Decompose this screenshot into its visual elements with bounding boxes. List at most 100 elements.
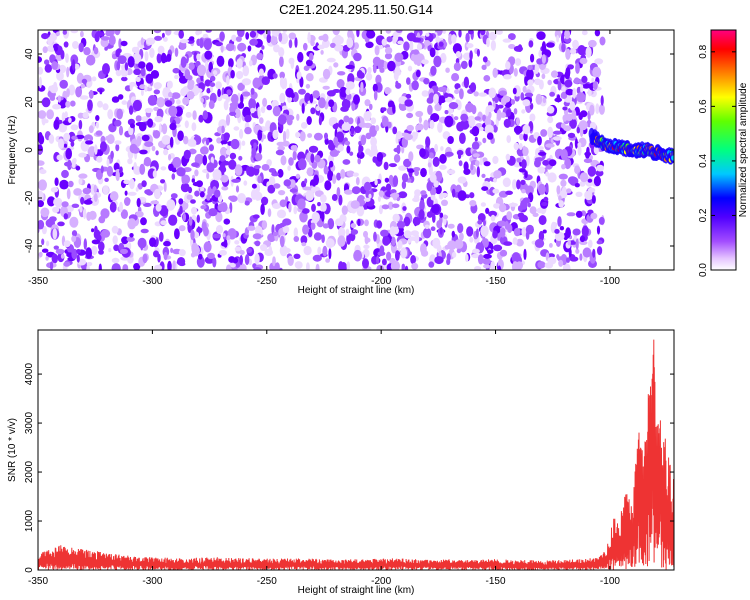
heatmap-cell: [140, 239, 144, 251]
heatmap-cell: [440, 192, 449, 198]
heatmap-cell: [327, 169, 334, 181]
heatmap-cell: [545, 171, 550, 177]
heatmap-cell: [410, 230, 419, 237]
heatmap-cell: [492, 155, 499, 165]
heatmap-cell: [472, 248, 480, 254]
heatmap-cell: [166, 199, 176, 211]
heatmap-cell: [85, 140, 94, 145]
heatmap-cell: [228, 195, 234, 201]
heatmap-cell: [325, 238, 335, 249]
heatmap-cell: [244, 114, 252, 123]
heatmap-cell: [151, 145, 156, 152]
heatmap-cell: [189, 36, 195, 41]
heatmap-cell: [423, 77, 430, 85]
heatmap-cell: [215, 211, 223, 223]
heatmap-cell: [401, 173, 409, 183]
heatmap-cell: [344, 189, 353, 195]
heatmap-cell: [154, 115, 163, 123]
heatmap-cell: [205, 30, 212, 33]
heatmap-cell: [75, 165, 81, 171]
heatmap-cell: [61, 169, 69, 179]
heatmap-cell: [185, 111, 192, 118]
heatmap-cell: [75, 86, 82, 98]
heatmap-cell: [385, 30, 392, 34]
heatmap-cell: [338, 36, 344, 44]
heatmap-cell: [198, 253, 203, 260]
heatmap-cell: [585, 248, 590, 257]
heatmap-cell: [429, 173, 437, 183]
heatmap-cell: [537, 261, 546, 269]
heatmap-cell: [458, 160, 463, 167]
heatmap-cell: [152, 170, 157, 178]
heatmap-cell: [285, 128, 290, 140]
heatmap-cell: [314, 155, 321, 163]
heatmap-cell: [563, 125, 572, 132]
heatmap-cell: [339, 86, 348, 98]
snr-x-tick-label: -100: [600, 576, 620, 587]
heatmap-cell: [191, 206, 197, 215]
heatmap-cell: [505, 61, 511, 70]
heatmap-cell: [508, 44, 516, 49]
heatmap-cell: [581, 75, 588, 83]
heatmap-cell: [237, 82, 245, 92]
heatmap-cell: [231, 178, 241, 183]
heatmap-cell: [427, 162, 432, 168]
heatmap-cell: [306, 167, 314, 177]
heatmap-cell: [278, 190, 286, 196]
heatmap-cell: [212, 169, 222, 181]
heatmap-cell: [133, 162, 137, 172]
heatmap-cell: [128, 126, 134, 136]
heatmap-cell: [431, 204, 440, 214]
heatmap-cell: [364, 111, 372, 118]
heatmap-cell: [196, 64, 207, 76]
heatmap-cell: [153, 188, 161, 200]
colorbar-gradient: [710, 29, 737, 271]
heatmap-cell: [66, 88, 70, 98]
heatmap-cell: [592, 66, 602, 78]
heatmap-cell: [297, 51, 304, 63]
heatmap-cell: [279, 199, 287, 208]
heatmap-cell: [295, 131, 301, 138]
heatmap-cell: [581, 83, 591, 89]
heatmap-cell: [55, 248, 65, 255]
heatmap-cell: [529, 113, 536, 122]
heatmap-cell: [251, 147, 257, 159]
heatmap-cell: [210, 75, 216, 82]
heatmap-cell: [528, 40, 534, 48]
heatmap-cell: [83, 47, 91, 56]
heatmap-cell: [391, 203, 400, 209]
heatmap-cell: [503, 118, 511, 128]
heatmap-cell: [182, 97, 190, 105]
heatmap-cell: [499, 249, 508, 257]
heatmap-cell: [160, 220, 167, 226]
heatmap-cell: [435, 170, 443, 182]
heatmap-cell: [508, 33, 516, 41]
heatmap-cell: [293, 253, 301, 259]
heatmap-cell: [474, 266, 482, 270]
heatmap-cell: [53, 245, 59, 250]
heatmap-cell: [347, 30, 354, 40]
heatmap-cell: [452, 43, 462, 55]
heatmap-cell: [63, 240, 71, 248]
heatmap-cell: [287, 165, 291, 171]
heatmap-cell: [231, 93, 239, 105]
heatmap-cell: [406, 124, 414, 132]
heatmap-cell: [403, 41, 410, 51]
heatmap-cell: [447, 240, 457, 251]
heatmap-cell: [232, 257, 239, 264]
heatmap-cell: [459, 132, 466, 144]
heatmap-cell: [530, 53, 535, 63]
heatmap-cell: [278, 32, 283, 43]
heatmap-cell: [394, 52, 404, 62]
heatmap-cell: [79, 206, 83, 213]
heatmap-cell: [63, 143, 68, 148]
heatmap-cell: [67, 180, 74, 188]
heatmap-cell: [253, 267, 262, 270]
heatmap-cell: [139, 149, 148, 155]
heatmap-cell: [439, 226, 443, 235]
heatmap-cell: [272, 73, 278, 79]
heatmap-cell: [240, 93, 244, 104]
heatmap-cell: [200, 205, 207, 210]
heatmap-cell: [257, 175, 262, 184]
heatmap-cell: [130, 123, 135, 129]
